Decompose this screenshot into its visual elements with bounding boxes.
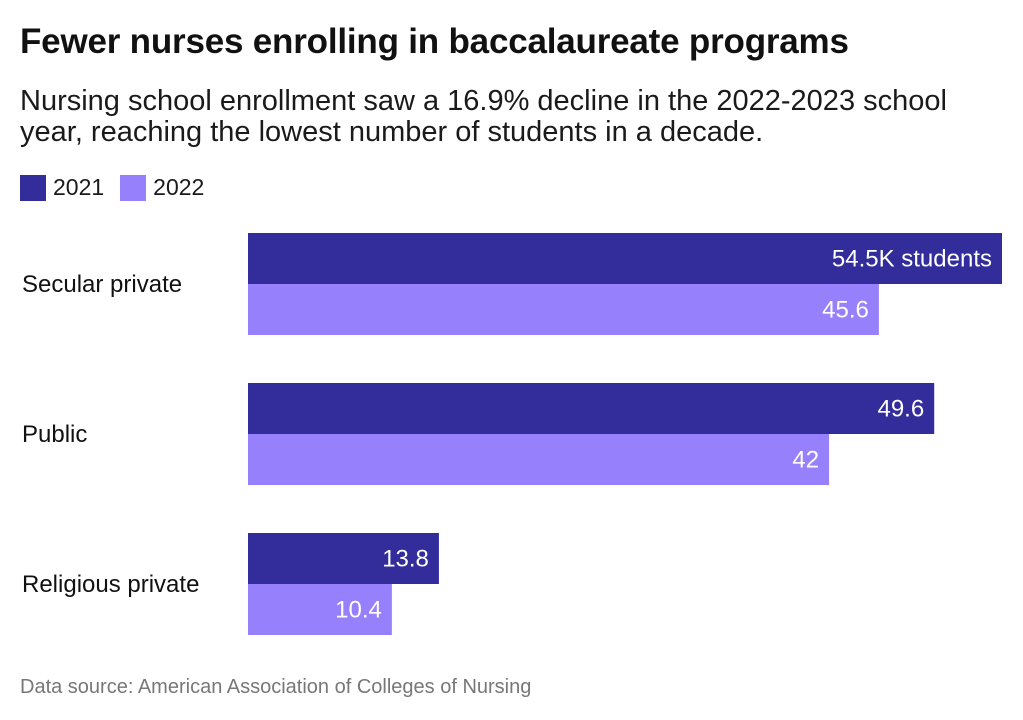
- value-label-secular-private-2022: 45.6: [822, 297, 869, 324]
- value-label-religious-private-2021: 13.8: [382, 546, 429, 573]
- legend-item-2022: 2022: [120, 174, 204, 201]
- bar-public-2022: [248, 434, 830, 485]
- value-label-public-2022: 42: [792, 447, 819, 474]
- legend-label-2022: 2022: [153, 174, 205, 200]
- bar-secular-private-2021: [248, 233, 1002, 284]
- bar-religious-private-2021: [248, 533, 439, 584]
- bar-religious-private-2022: [248, 584, 392, 635]
- data-source: Data source: American Association of Col…: [20, 676, 532, 698]
- value-label-religious-private-2022: 10.4: [335, 597, 382, 624]
- legend-swatch-2021: [20, 174, 46, 201]
- legend: 2021 2022: [20, 174, 220, 201]
- chart-subtitle: Nursing school enrollment saw a 16.9% de…: [20, 85, 947, 148]
- category-label-secular-private: Secular private: [22, 271, 182, 298]
- value-label-public-2021: 49.6: [877, 396, 924, 423]
- bar-secular-private-2022: [248, 284, 879, 335]
- bar-public-2021: [248, 383, 935, 434]
- value-label-secular-private-2021: 54.5K students: [832, 246, 992, 273]
- legend-swatch-2022: [120, 174, 147, 201]
- chart-title: Fewer nurses enrolling in baccalaureate …: [20, 22, 849, 61]
- category-label-public: Public: [22, 421, 87, 448]
- legend-item-2021: 2021: [20, 174, 104, 201]
- category-label-religious-private: Religious private: [22, 571, 199, 598]
- legend-label-2021: 2021: [53, 174, 105, 200]
